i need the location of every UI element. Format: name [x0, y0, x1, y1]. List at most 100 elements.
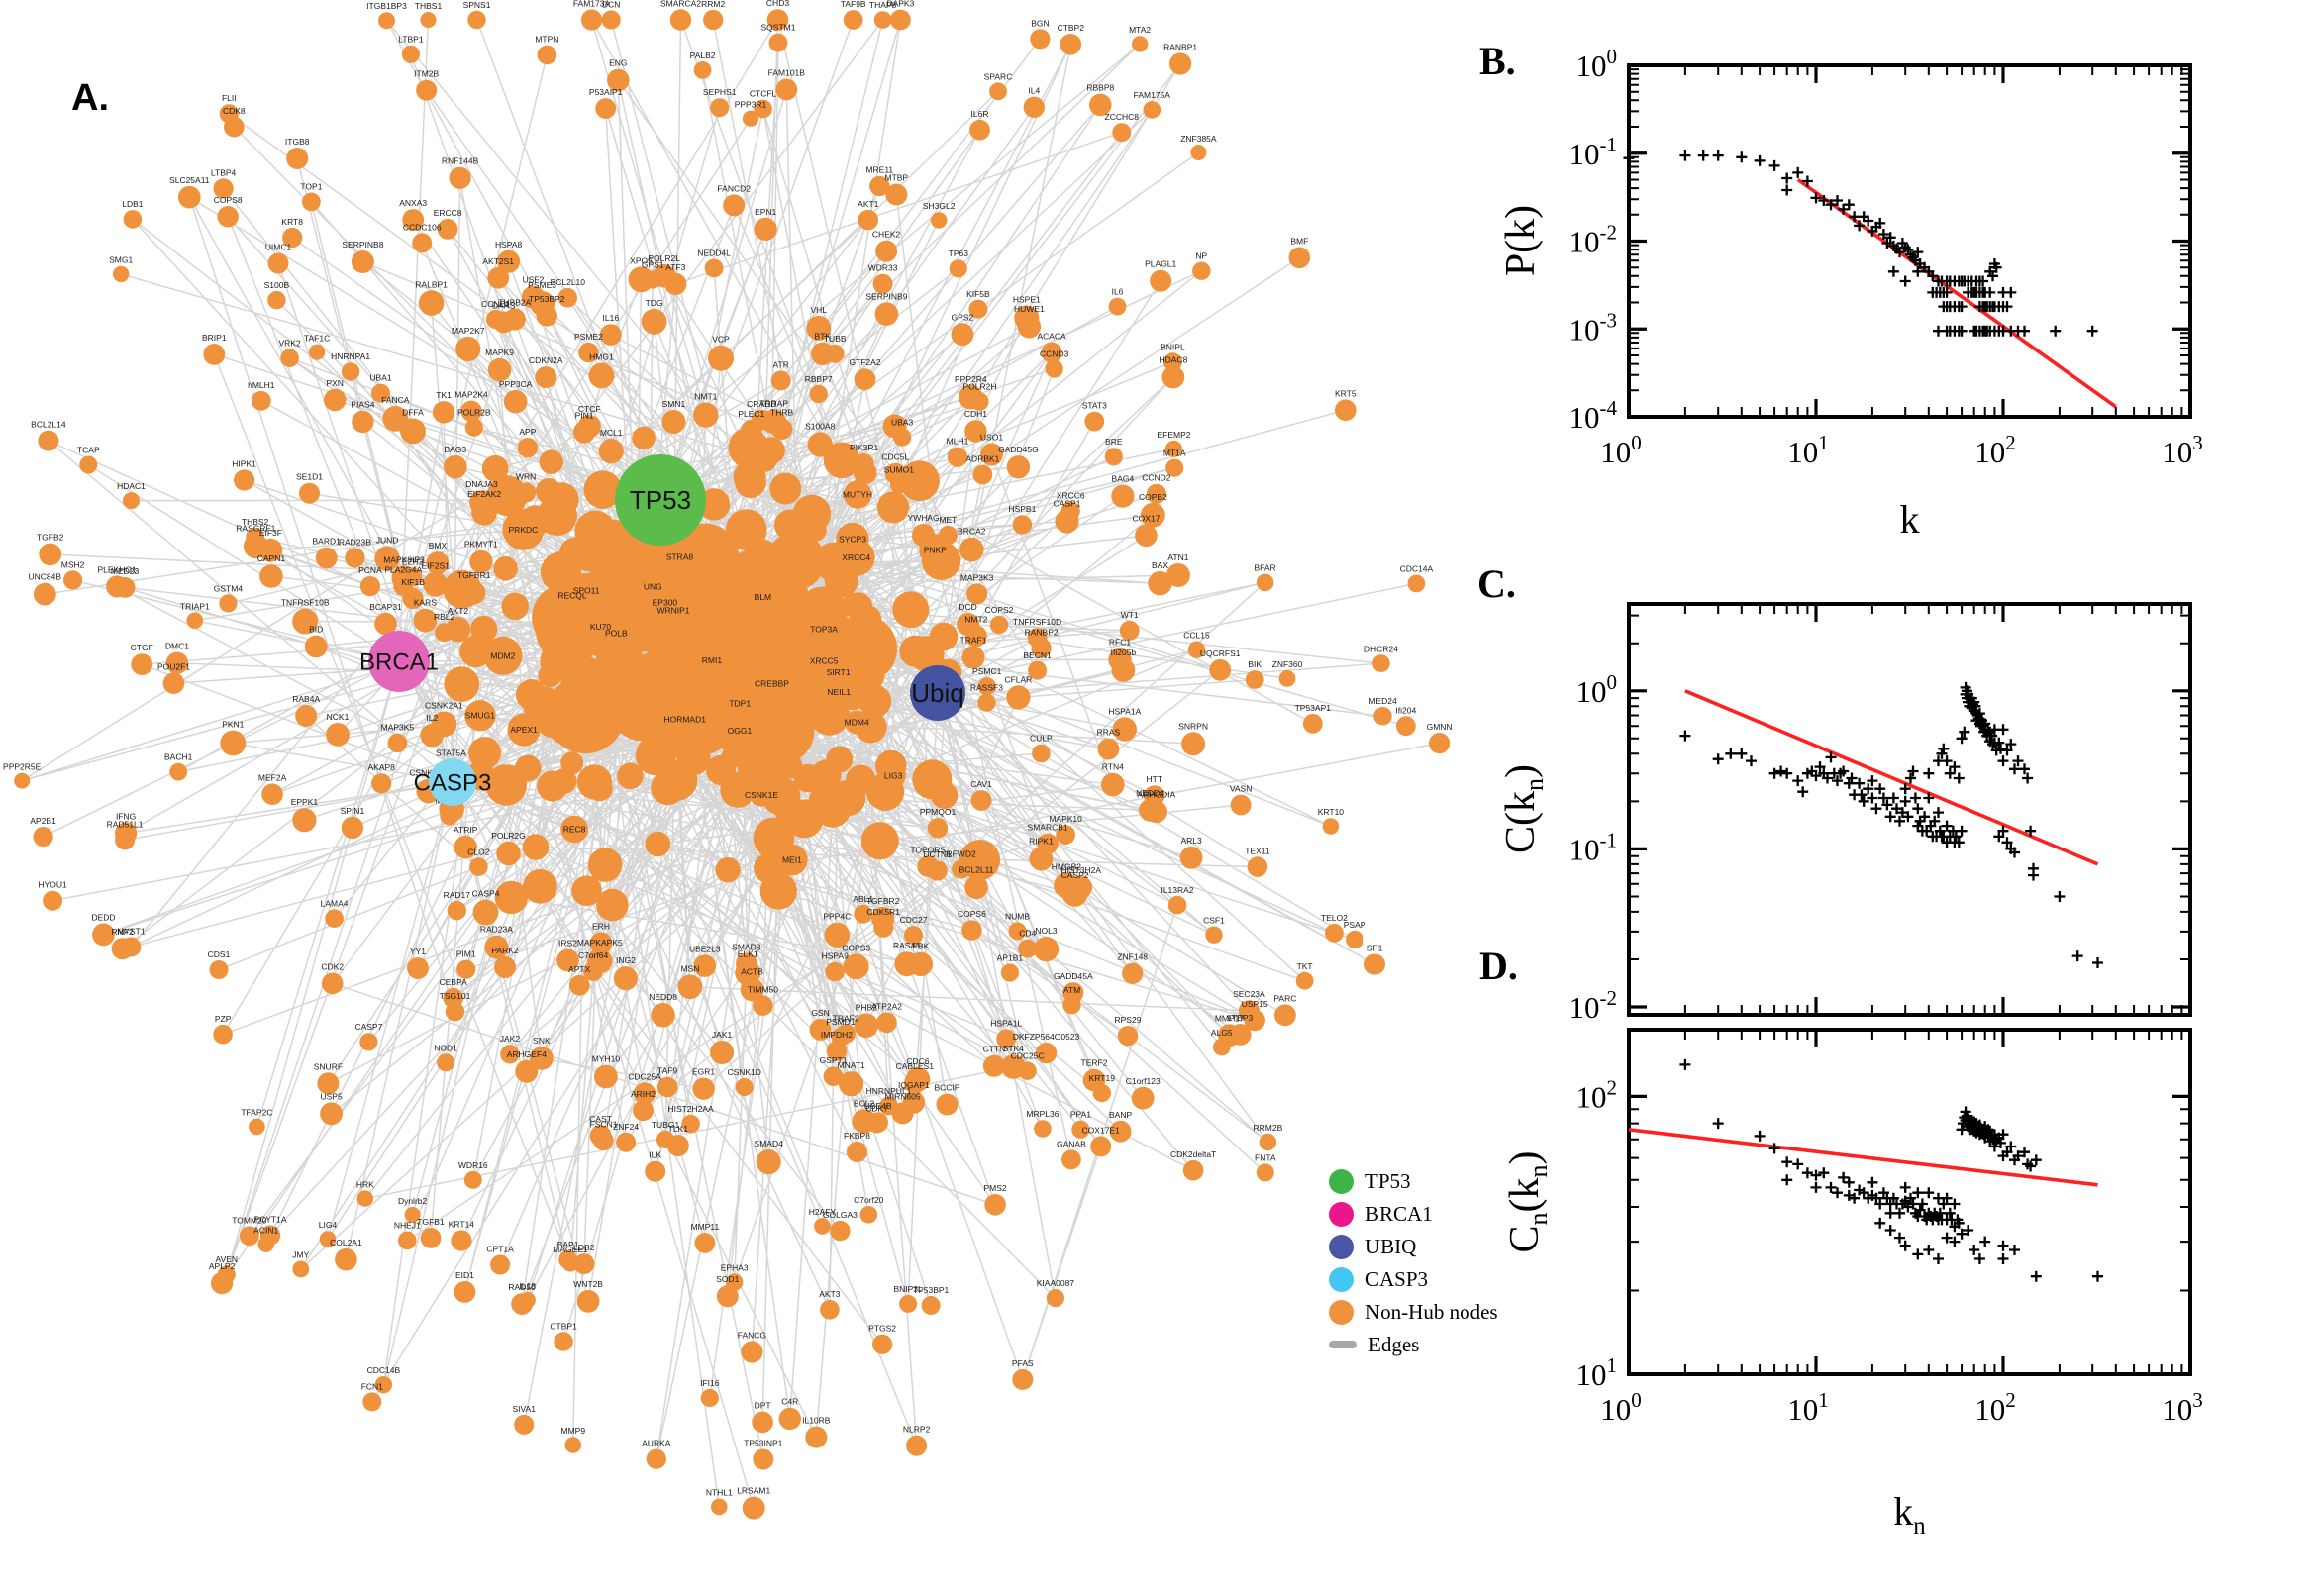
non-hub-node — [1119, 620, 1140, 641]
node-label: PARC — [1273, 993, 1296, 1003]
non-hub-node — [517, 438, 539, 458]
node-label: SMARCB1 — [1028, 823, 1068, 833]
node-label: LDB2 — [573, 1243, 595, 1252]
node-label: IFI16 — [700, 1378, 720, 1388]
non-hub-node — [977, 677, 996, 696]
non-hub-node — [516, 482, 537, 503]
node-label: PSMC1 — [972, 666, 1002, 676]
node-label: DHCR24 — [1364, 644, 1398, 653]
node-label: JAK1 — [712, 1030, 733, 1040]
legend-item: UBIQ — [1329, 1234, 1498, 1259]
node-label: MAGEE1 — [553, 1245, 588, 1254]
node-label: MAPKAPK5 — [577, 938, 623, 948]
axis-tick-label: 101 — [1787, 431, 1829, 469]
non-hub-node — [1018, 1061, 1037, 1080]
non-hub-node — [1230, 794, 1252, 816]
node-label: TP63 — [949, 249, 969, 258]
non-hub-node — [371, 773, 392, 794]
non-hub-node — [802, 518, 827, 543]
non-hub-node — [753, 995, 773, 1016]
non-hub-node — [583, 470, 623, 509]
node-label: FAM173A — [573, 0, 611, 8]
non-hub-node — [961, 920, 982, 941]
non-hub-node — [1181, 732, 1206, 756]
node-label: SLC25A11 — [169, 175, 210, 185]
node-label: TOP3A — [810, 624, 838, 634]
node-label: MCL1 — [600, 428, 623, 438]
non-hub-node — [774, 625, 797, 648]
node-label: DMC1 — [165, 642, 189, 651]
non-hub-node — [1023, 96, 1046, 119]
non-hub-node — [839, 1071, 864, 1097]
node-label: HSPA1A — [1108, 706, 1141, 716]
node-label: ANXA3 — [399, 198, 427, 208]
node-label: CDC14A — [1400, 564, 1434, 574]
node-label: HTT — [1147, 774, 1163, 784]
non-hub-node — [449, 166, 471, 189]
node-label: MSH2 — [61, 559, 85, 569]
legend-item: Edges — [1329, 1332, 1498, 1357]
non-hub-node — [703, 9, 724, 31]
axis-tick-label: 100 — [1600, 1388, 1642, 1427]
node-label: CASP4 — [472, 889, 500, 899]
non-hub-node — [660, 564, 686, 590]
node-label: GSPT1 — [820, 1055, 848, 1065]
node-label: GTF2A2 — [849, 357, 880, 367]
node-label: CDC6 — [906, 1056, 929, 1066]
non-hub-node — [576, 1289, 600, 1313]
node-label: hMLH1 — [248, 380, 275, 390]
node-label: BARD1 — [313, 537, 342, 547]
non-hub-node — [374, 612, 397, 636]
non-hub-node — [617, 762, 644, 790]
non-hub-node — [743, 741, 783, 780]
non-hub-node — [1247, 856, 1268, 877]
node-label: MAPK10 — [1049, 814, 1082, 824]
non-hub-node — [374, 1376, 393, 1394]
node-label: PIAS4 — [351, 400, 374, 410]
node-label: COPS6 — [958, 909, 986, 919]
minor-ticks — [1629, 65, 2190, 417]
node-label: APP — [519, 427, 536, 437]
non-hub-node — [665, 540, 689, 564]
node-label: FSCN1 — [590, 1120, 618, 1130]
node-label: IMPDH2 — [821, 1030, 853, 1040]
node-label: RAD50 — [508, 1282, 536, 1292]
non-hub-node — [539, 449, 563, 474]
node-label: EGR1 — [692, 1067, 715, 1077]
non-hub-node — [725, 521, 751, 546]
non-hub-node — [753, 817, 795, 859]
node-label: IL13RA2 — [1161, 885, 1193, 895]
non-hub-node — [843, 953, 869, 980]
node-swatch-icon — [1329, 1266, 1354, 1292]
node-label: CFLAR — [1004, 674, 1032, 684]
node-label: SNURF — [314, 1061, 343, 1071]
node-label: BMX — [429, 541, 448, 550]
non-hub-node — [1045, 359, 1063, 378]
non-hub-node — [823, 442, 860, 479]
legend-item-label: Non-Hub nodes — [1365, 1299, 1498, 1324]
non-hub-node — [551, 768, 577, 794]
node-label: PFAS — [1012, 1358, 1034, 1368]
non-hub-node — [557, 287, 578, 308]
non-hub-node — [982, 1054, 1006, 1077]
non-hub-node — [280, 349, 299, 368]
node-label: GANAB — [1057, 1139, 1086, 1148]
node-label: IFNG — [116, 811, 136, 821]
node-label: MAPK9 — [485, 348, 514, 357]
non-hub-node — [905, 1066, 931, 1092]
node-label: TDP1 — [729, 699, 751, 709]
non-hub-node — [1084, 411, 1105, 432]
non-hub-node — [843, 480, 872, 509]
node-label: ITM2B — [414, 69, 439, 79]
non-hub-node — [335, 1247, 357, 1271]
axis-title: P(k) — [1498, 205, 1544, 276]
node-label: CAST — [589, 1114, 612, 1124]
non-hub-node — [1187, 641, 1206, 658]
non-hub-node — [356, 1190, 373, 1207]
node-label: BACH1 — [164, 752, 193, 762]
node-label: CASP2 — [1061, 870, 1089, 880]
non-hub-node — [490, 1254, 511, 1275]
non-hub-node — [774, 675, 816, 716]
node-label: PLEC1 — [738, 409, 764, 419]
node-label: VCP — [712, 335, 730, 345]
